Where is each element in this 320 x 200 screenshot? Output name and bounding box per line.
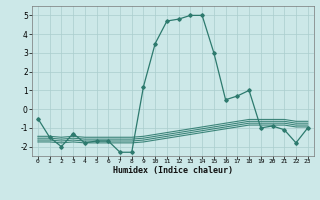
X-axis label: Humidex (Indice chaleur): Humidex (Indice chaleur) (113, 166, 233, 175)
